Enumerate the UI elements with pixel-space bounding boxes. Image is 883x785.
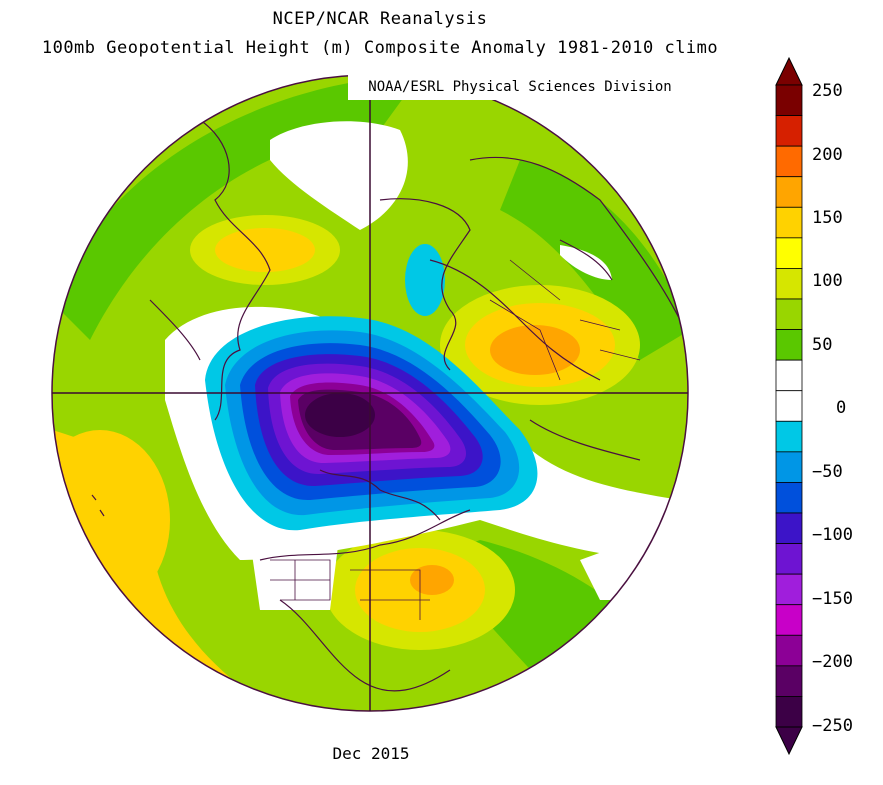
coastlines: [91, 119, 681, 692]
colorbar-label: 250: [812, 81, 843, 101]
field-zero-north: [270, 121, 408, 230]
colorbar-segment: [775, 84, 803, 116]
chart-title-line1: NCEP/NCAR Reanalysis: [272, 9, 488, 29]
colorbar-segment: [775, 237, 803, 269]
colorbar-segment: [775, 268, 803, 300]
colorbar-segment: [775, 482, 803, 514]
colorbar-segment: [775, 573, 803, 606]
colorbar-label: −250: [812, 716, 853, 736]
colorbar-label: 150: [812, 208, 843, 228]
colorbar-label: 100: [812, 271, 843, 291]
colorbar-segment: [775, 206, 803, 239]
colorbar-segment: [775, 298, 803, 330]
colorbar: [775, 56, 803, 756]
colorbar-segment: [775, 115, 803, 147]
colorbar-label: 200: [812, 145, 843, 165]
colorbar-bottom-arrow: [775, 726, 803, 756]
date-label: Dec 2015: [332, 744, 410, 763]
colorbar-segment: [775, 543, 803, 575]
colorbar-segment: [775, 665, 803, 697]
colorbar-segment: [775, 176, 803, 208]
colorbar-segment: [775, 329, 803, 361]
credit-label: NOAA/ESRL Physical Sciences Division: [348, 74, 692, 100]
colorbar-segment: [775, 512, 803, 544]
colorbar-label: 50: [812, 335, 833, 355]
colorbar-segment: [775, 145, 803, 178]
colorbar-label: 0: [836, 398, 847, 418]
colorbar-segment: [775, 420, 803, 453]
colorbar-segment: [775, 696, 803, 728]
colorbar-segment: [775, 604, 803, 636]
field-yellow-sw2: [52, 430, 170, 610]
colorbar-segment: [775, 451, 803, 483]
colorbar-label: −200: [812, 652, 853, 672]
borders: [270, 259, 641, 620]
chart-title-line2: 100mb Geopotential Height (m) Composite …: [41, 38, 719, 58]
field-green-nw: [52, 75, 420, 340]
colorbar-label: −150: [812, 589, 853, 609]
colorbar-label: −100: [812, 525, 853, 545]
colorbar-top-arrow: [775, 56, 803, 86]
colorbar-segment: [775, 634, 803, 667]
field-neg-small: [405, 244, 445, 316]
colorbar-segment: [775, 390, 803, 422]
colorbar-label: −50: [812, 462, 843, 482]
colorbar-segment: [775, 359, 803, 392]
